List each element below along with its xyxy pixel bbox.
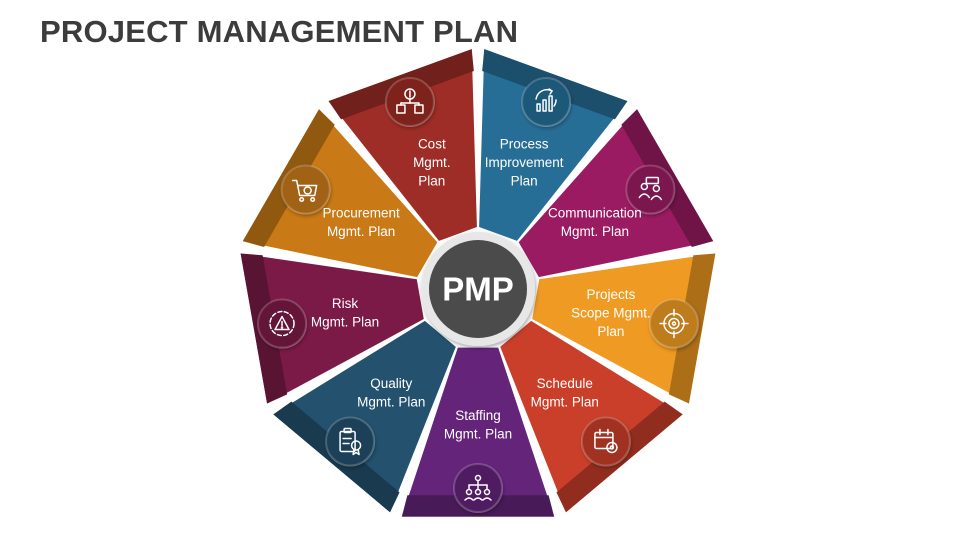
- segment-9: Cost Mgmt. Plan: [328, 49, 477, 241]
- page-title: PROJECT MANAGEMENT PLAN: [40, 14, 519, 49]
- icon-badge: [648, 298, 699, 349]
- segment-wedge: [401, 347, 555, 517]
- segment-label: Procurement Mgmt. Plan: [322, 205, 400, 239]
- segment-label-line: Projects: [587, 287, 636, 302]
- segment-1: Process Improvement Plan: [479, 49, 628, 241]
- segment-label: Cost Mgmt. Plan: [413, 137, 451, 189]
- icon-badge: [280, 164, 331, 215]
- segment-label-line: Mgmt. Plan: [327, 224, 395, 239]
- people-chat-icon: [638, 176, 663, 201]
- warning-gear-icon: [269, 310, 295, 337]
- segment-label-line: Plan: [418, 174, 445, 189]
- center-hub: PMP: [421, 232, 535, 346]
- segment-label-line: Mgmt. Plan: [531, 395, 599, 410]
- segment-label-line: Mgmt. Plan: [357, 395, 425, 410]
- segment-label-line: Plan: [597, 324, 624, 339]
- segment-label-line: Scope Mgmt.: [571, 305, 651, 320]
- target-icon: [659, 308, 689, 339]
- chart-arrows-icon: [535, 88, 557, 112]
- segment-label-line: Plan: [511, 174, 538, 189]
- segment-3: Projects Scope Mgmt. Plan: [532, 253, 716, 404]
- segment-label: Process Improvement Plan: [485, 137, 564, 189]
- segment-label-line: Improvement: [485, 155, 564, 170]
- segment-label-line: Quality: [370, 376, 412, 391]
- segment-label: Staffing Mgmt. Plan: [444, 408, 512, 442]
- segment-label: Quality Mgmt. Plan: [357, 376, 425, 410]
- segment-8: Procurement Mgmt. Plan: [242, 109, 438, 278]
- segment-wedge: [273, 320, 456, 513]
- center-label: PMP: [442, 271, 514, 308]
- segment-label-line: Mgmt. Plan: [444, 426, 512, 441]
- segment-wedge: [500, 320, 683, 513]
- segment-7: Risk Mgmt. Plan: [240, 253, 424, 404]
- segment-label-line: Process: [500, 137, 549, 152]
- segment-wedge: [518, 109, 714, 278]
- segment-label-line: Schedule: [537, 376, 593, 391]
- segment-wedge: [242, 109, 438, 278]
- segment-label-line: Mgmt.: [413, 155, 451, 170]
- segment-label-line: Procurement: [322, 205, 400, 220]
- org-chart-icon: [464, 474, 492, 501]
- segment-label: Risk Mgmt. Plan: [311, 296, 379, 330]
- segment-wedge: [532, 253, 716, 404]
- segment-4: Schedule Mgmt. Plan: [500, 320, 683, 513]
- segment-label: Projects Scope Mgmt. Plan: [571, 287, 651, 339]
- segment-2: Communication Mgmt. Plan: [518, 109, 714, 278]
- cart-gear-icon: [291, 179, 318, 203]
- segment-label: Schedule Mgmt. Plan: [531, 376, 599, 410]
- segment-label-line: Staffing: [455, 408, 501, 423]
- segment-wedge: [240, 253, 424, 404]
- segment-label-line: Mgmt. Plan: [311, 315, 379, 330]
- icon-badge: [625, 164, 676, 215]
- clipboard-badge-icon: [339, 427, 362, 456]
- money-flow-icon: [396, 88, 424, 114]
- icon-badge: [580, 416, 631, 467]
- calendar-gear-icon: [594, 428, 618, 454]
- segment-6: Quality Mgmt. Plan: [273, 320, 456, 513]
- segment-label: Communication Mgmt. Plan: [548, 205, 642, 239]
- segment-label-line: Cost: [418, 137, 446, 152]
- segment-label-line: Communication: [548, 205, 642, 220]
- icon-badge: [325, 416, 376, 467]
- segment-label-line: Mgmt. Plan: [561, 224, 629, 239]
- segment-label-line: Risk: [332, 296, 358, 311]
- segment-5: Staffing Mgmt. Plan: [401, 347, 555, 517]
